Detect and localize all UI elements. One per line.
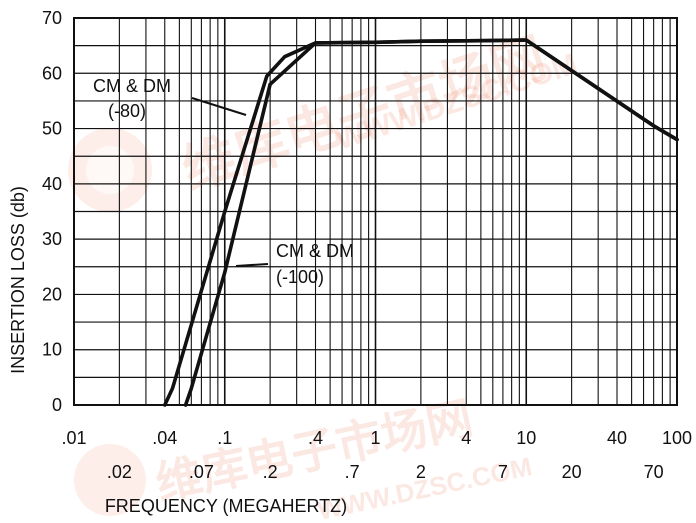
x-tick-label: 70 xyxy=(644,462,664,482)
y-axis-tick-labels: 0 10 20 30 40 50 60 70 xyxy=(42,8,62,415)
y-tick-label: 50 xyxy=(42,119,62,139)
series-line-cm-dm-100 xyxy=(183,38,679,407)
annotation-cm-dm-100: CM & DM (-100) xyxy=(235,241,354,287)
x-tick-label: 4 xyxy=(461,428,471,448)
x-tick-label: .4 xyxy=(308,428,323,448)
plot-frame xyxy=(73,17,678,406)
grid xyxy=(74,18,677,405)
y-tick-label: 70 xyxy=(42,8,62,28)
y-tick-label: 10 xyxy=(42,340,62,360)
y-axis-title: INSERTION LOSS (db) xyxy=(8,186,28,374)
x-tick-label: .01 xyxy=(61,428,86,448)
x-tick-label: 10 xyxy=(516,428,536,448)
x-tick-label: 100 xyxy=(662,428,692,448)
x-tick-label: .02 xyxy=(107,462,132,482)
y-tick-label: 20 xyxy=(42,284,62,304)
plot-border xyxy=(73,17,678,406)
y-tick-label: 40 xyxy=(42,174,62,194)
x-tick-label: .2 xyxy=(263,462,278,482)
x-tick-label: 20 xyxy=(562,462,582,482)
x-tick-label: 1 xyxy=(370,428,380,448)
series-group xyxy=(163,38,679,407)
x-tick-label: .1 xyxy=(217,428,232,448)
y-tick-label: 0 xyxy=(52,395,62,415)
x-tick-label: .07 xyxy=(189,462,214,482)
annotation-80-line2: (-80) xyxy=(108,101,146,121)
x-axis-tick-labels: .01 .04 .1 .4 1 4 10 40 100 .02 .07 .2 .7 2 7 20 70 xyxy=(61,428,692,482)
y-tick-label: 30 xyxy=(42,229,62,249)
annotation-cm-dm-80: CM & DM (-80) xyxy=(93,76,247,121)
annotation-100-line2: (-100) xyxy=(276,267,324,287)
x-tick-label: .04 xyxy=(152,428,177,448)
x-tick-label: 2 xyxy=(416,462,426,482)
y-tick-label: 60 xyxy=(42,63,62,83)
annotation-leader-80 xyxy=(191,97,247,116)
annotation-100-line1: CM & DM xyxy=(276,241,354,261)
annotation-80-line1: CM & DM xyxy=(93,76,171,96)
x-tick-label: 40 xyxy=(607,428,627,448)
x-tick-label: .7 xyxy=(345,462,360,482)
x-tick-label: 7 xyxy=(498,462,508,482)
x-axis-title: FREQUENCY (MEGAHERTZ) xyxy=(105,496,347,516)
annotation-leader-100 xyxy=(235,263,269,267)
